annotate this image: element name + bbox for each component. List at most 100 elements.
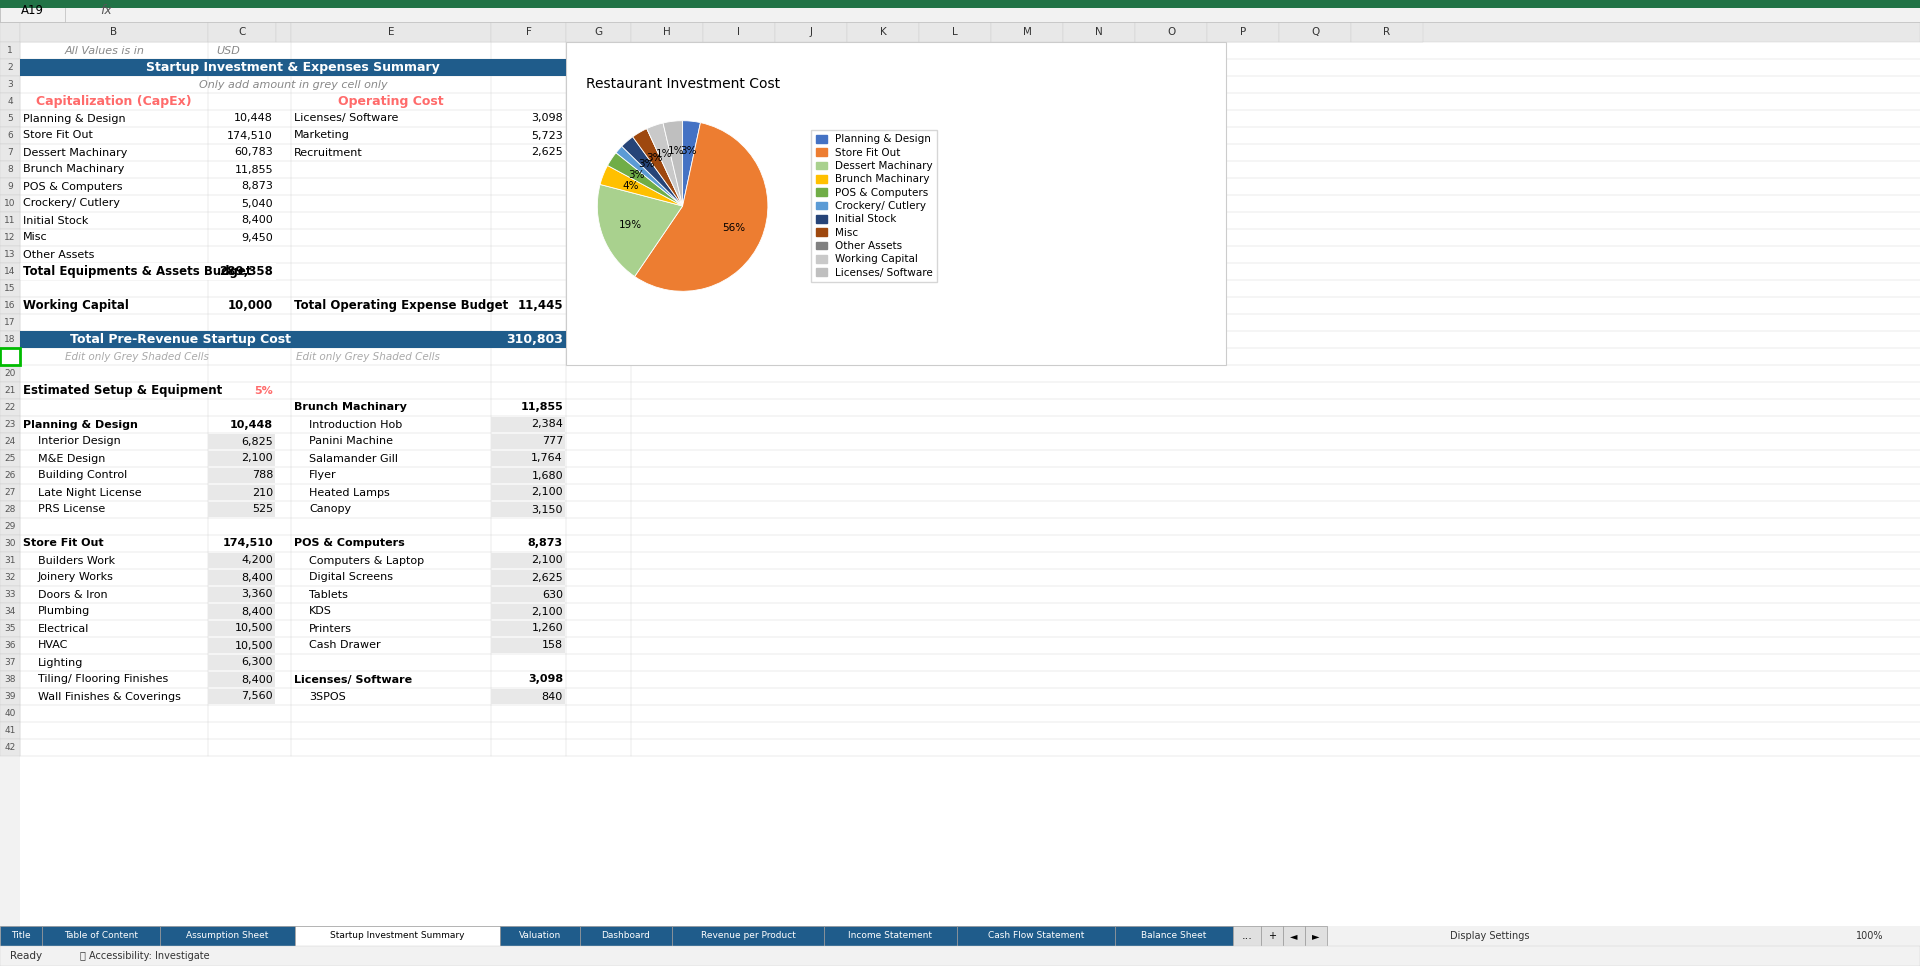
Text: 7,560: 7,560 bbox=[242, 692, 273, 701]
Bar bbox=[19, 382, 1920, 399]
Text: 37: 37 bbox=[4, 658, 15, 667]
Bar bbox=[19, 59, 566, 76]
Text: 4%: 4% bbox=[622, 181, 639, 190]
Text: Cash Drawer: Cash Drawer bbox=[309, 640, 380, 650]
Bar bbox=[0, 569, 19, 586]
Text: 2,625: 2,625 bbox=[532, 573, 563, 582]
Text: 25: 25 bbox=[4, 454, 15, 463]
Text: 3SPOS: 3SPOS bbox=[309, 692, 346, 701]
Wedge shape bbox=[597, 185, 684, 276]
Bar bbox=[0, 297, 19, 314]
Bar bbox=[207, 672, 275, 687]
Bar bbox=[19, 93, 1920, 110]
Bar bbox=[1283, 926, 1306, 946]
Text: Brunch Machinary: Brunch Machinary bbox=[294, 403, 407, 412]
Text: 210: 210 bbox=[252, 488, 273, 497]
Text: Assumption Sheet: Assumption Sheet bbox=[186, 931, 269, 941]
Text: O: O bbox=[1167, 27, 1175, 37]
Text: Builders Work: Builders Work bbox=[38, 555, 115, 565]
Bar bbox=[207, 689, 275, 704]
Bar bbox=[19, 688, 1920, 705]
Text: 10: 10 bbox=[4, 199, 15, 208]
Text: 1,680: 1,680 bbox=[532, 470, 563, 480]
Bar bbox=[580, 926, 672, 946]
Text: Joinery Works: Joinery Works bbox=[38, 573, 113, 582]
Wedge shape bbox=[601, 165, 684, 206]
Bar bbox=[19, 739, 1920, 756]
Bar bbox=[499, 926, 580, 946]
Text: M: M bbox=[1023, 27, 1031, 37]
Text: 31: 31 bbox=[4, 556, 15, 565]
Bar bbox=[0, 535, 19, 552]
Bar bbox=[19, 535, 1920, 552]
Text: Total Pre-Revenue Startup Cost: Total Pre-Revenue Startup Cost bbox=[69, 333, 290, 346]
Bar bbox=[19, 22, 207, 42]
Text: Flyer: Flyer bbox=[309, 470, 336, 480]
Text: Dashboard: Dashboard bbox=[601, 931, 651, 941]
Bar bbox=[207, 621, 275, 636]
Text: 8,400: 8,400 bbox=[242, 215, 273, 225]
Text: 14: 14 bbox=[4, 267, 15, 276]
Text: Misc: Misc bbox=[23, 233, 48, 242]
Text: 20: 20 bbox=[4, 369, 15, 378]
Text: Tablets: Tablets bbox=[309, 589, 348, 600]
Bar bbox=[0, 467, 19, 484]
Text: +: + bbox=[1267, 931, 1277, 941]
Text: Salamander Gill: Salamander Gill bbox=[309, 453, 397, 464]
Bar bbox=[207, 485, 275, 500]
Text: 56%: 56% bbox=[722, 223, 745, 233]
Bar bbox=[19, 603, 1920, 620]
Text: Display Settings: Display Settings bbox=[1450, 931, 1530, 941]
Text: 310,803: 310,803 bbox=[507, 333, 563, 346]
Bar bbox=[19, 348, 1920, 365]
Bar bbox=[207, 451, 275, 466]
Text: Panini Machine: Panini Machine bbox=[309, 437, 394, 446]
Text: ...: ... bbox=[1242, 931, 1252, 941]
Text: 2,100: 2,100 bbox=[532, 488, 563, 497]
Bar bbox=[19, 399, 1920, 416]
Bar bbox=[19, 314, 1920, 331]
Text: 29: 29 bbox=[4, 522, 15, 531]
Bar bbox=[0, 671, 19, 688]
Bar bbox=[492, 451, 564, 466]
Bar bbox=[0, 946, 1920, 966]
Text: 9,450: 9,450 bbox=[242, 233, 273, 242]
Bar bbox=[0, 705, 19, 722]
Text: fx: fx bbox=[100, 5, 111, 17]
Bar bbox=[292, 22, 492, 42]
Text: Initial Stock: Initial Stock bbox=[23, 215, 88, 225]
Bar bbox=[207, 570, 275, 585]
Bar bbox=[19, 42, 1920, 59]
Text: 42: 42 bbox=[4, 743, 15, 752]
Text: 8,873: 8,873 bbox=[242, 182, 273, 191]
Bar bbox=[207, 502, 275, 517]
Text: 8: 8 bbox=[8, 165, 13, 174]
Text: Startup Investment & Expenses Summary: Startup Investment & Expenses Summary bbox=[146, 61, 440, 74]
Bar bbox=[19, 722, 1920, 739]
Bar bbox=[207, 434, 275, 449]
Bar bbox=[672, 926, 824, 946]
Bar bbox=[0, 637, 19, 654]
Text: Only add amount in grey cell only: Only add amount in grey cell only bbox=[198, 79, 388, 90]
Text: E: E bbox=[388, 27, 394, 37]
Bar bbox=[492, 417, 564, 432]
Text: 30: 30 bbox=[4, 539, 15, 548]
Text: 10,500: 10,500 bbox=[234, 640, 273, 650]
Bar bbox=[0, 654, 19, 671]
Text: 6: 6 bbox=[8, 131, 13, 140]
Wedge shape bbox=[634, 128, 684, 206]
Text: 1,260: 1,260 bbox=[532, 623, 563, 634]
Bar bbox=[0, 501, 19, 518]
Text: 41: 41 bbox=[4, 726, 15, 735]
Wedge shape bbox=[616, 146, 684, 206]
Text: Planning & Design: Planning & Design bbox=[23, 113, 125, 124]
Text: 11: 11 bbox=[4, 216, 15, 225]
Text: 3: 3 bbox=[8, 80, 13, 89]
Text: 23: 23 bbox=[4, 420, 15, 429]
Text: 9: 9 bbox=[8, 182, 13, 191]
Bar bbox=[492, 587, 564, 602]
Bar bbox=[0, 59, 19, 76]
Text: P: P bbox=[1240, 27, 1246, 37]
Bar bbox=[492, 604, 564, 619]
Text: 22: 22 bbox=[4, 403, 15, 412]
